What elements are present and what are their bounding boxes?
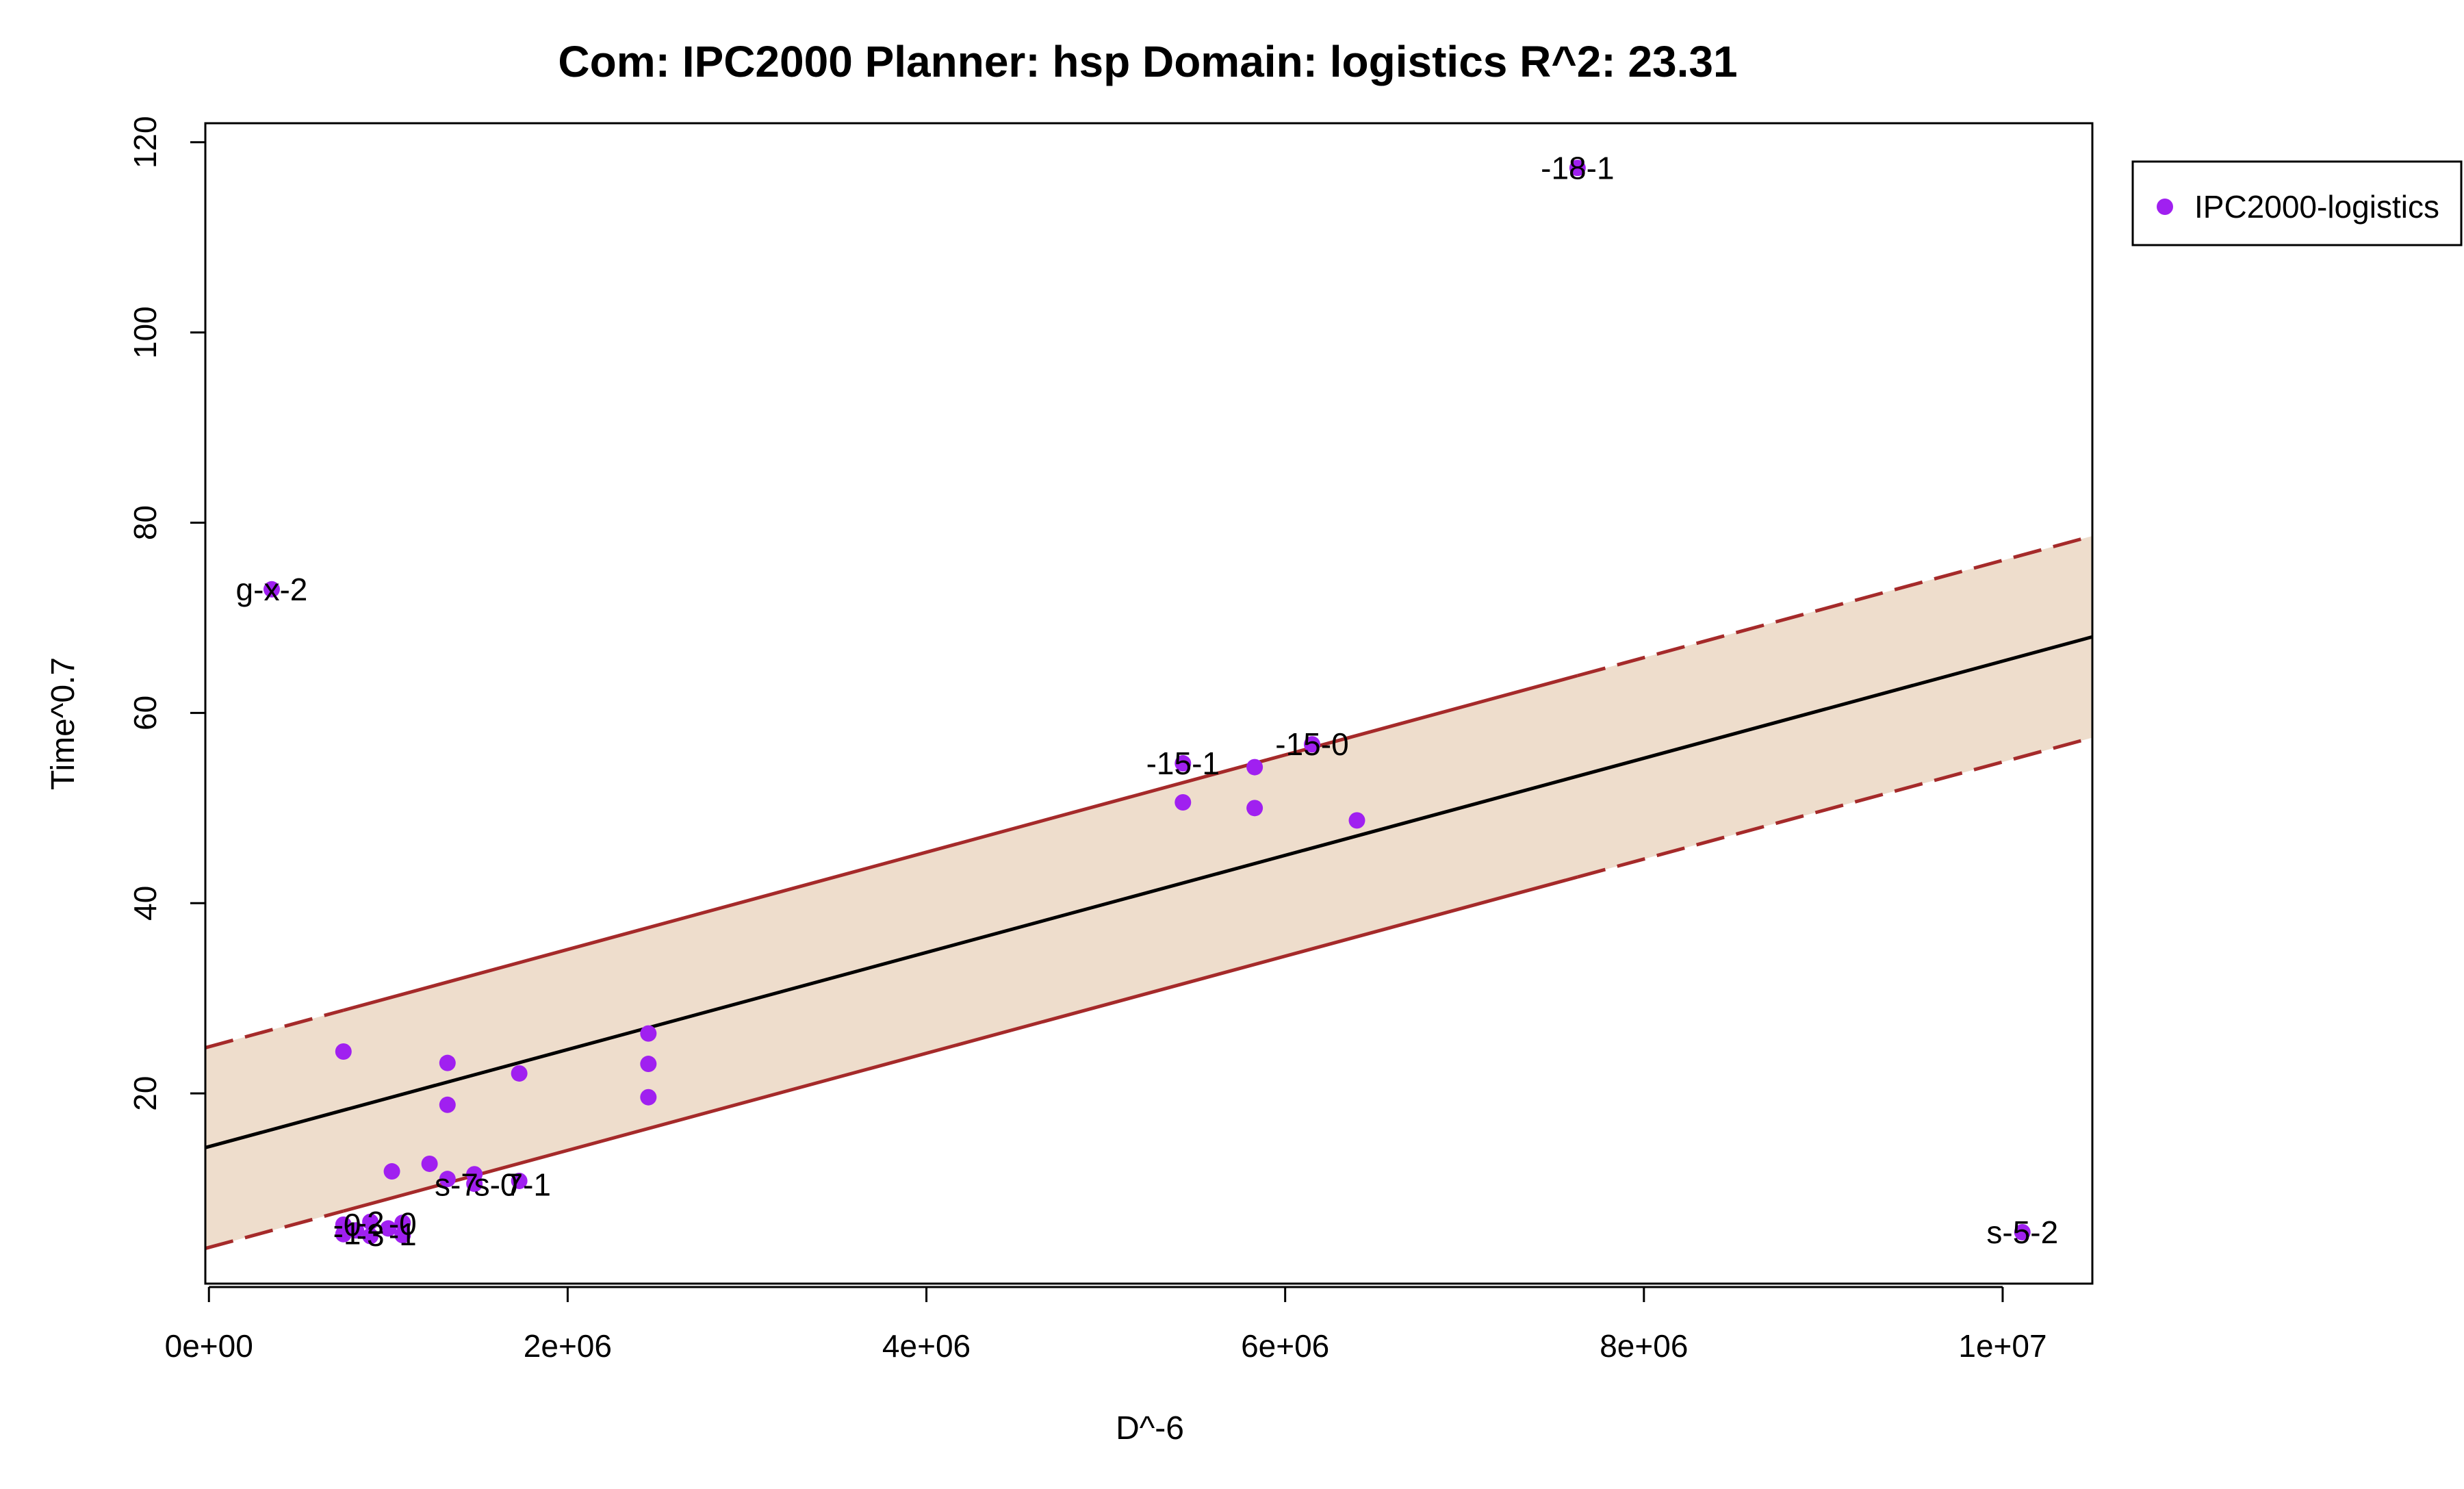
lower-band-segment-1	[343, 875, 1578, 1213]
chart-title: Com: IPC2000 Planner: hsp Domain: logist…	[558, 37, 1737, 86]
upper-band-segment-2	[1577, 534, 2093, 678]
legend-entry: IPC2000-logistics	[2194, 189, 2439, 225]
data-point	[383, 1163, 400, 1180]
data-point	[640, 1025, 657, 1042]
data-point	[380, 1220, 397, 1237]
lower-band-segment-2	[1577, 736, 2093, 879]
data-point	[511, 1065, 528, 1082]
data-point	[640, 1056, 657, 1073]
y-tick-label: 20	[127, 1076, 163, 1111]
data-point	[348, 1222, 365, 1239]
x-axis: 0e+00 2e+06 4e+06 6e+06 8e+06 1e+07	[165, 1286, 2047, 1364]
data-point	[2014, 1223, 2031, 1240]
y-tick-label: 100	[127, 306, 163, 359]
x-tick-label: 6e+06	[1241, 1328, 1329, 1364]
point-label: -1	[333, 1215, 361, 1251]
data-point	[439, 1171, 456, 1188]
data-point	[362, 1213, 379, 1230]
legend: IPC2000-logistics	[2131, 160, 2463, 246]
data-point	[1303, 736, 1320, 753]
point-label: 7-1	[505, 1167, 550, 1203]
data-points	[263, 160, 2031, 1245]
x-tick-label: 0e+00	[165, 1328, 253, 1364]
data-point	[439, 1054, 456, 1071]
point-label: -0	[389, 1206, 417, 1241]
data-point	[421, 1155, 438, 1172]
upper-band-segment-0	[205, 1008, 344, 1049]
point-label: -18-1	[1541, 150, 1614, 186]
data-point	[1246, 759, 1263, 776]
data-point	[1246, 800, 1263, 817]
y-axis-label: Time^0.7	[45, 657, 81, 790]
band-lower-edge	[205, 736, 2093, 1251]
data-point	[263, 581, 280, 598]
data-point	[1569, 160, 1586, 177]
y-tick-label: 40	[127, 886, 163, 921]
point-label: s-0	[474, 1167, 518, 1203]
y-tick-label: 60	[127, 696, 163, 730]
y-axis: 20 40 60 80 100 120	[127, 116, 207, 1111]
lower-band-segment-0	[205, 1209, 344, 1251]
legend-marker	[2157, 199, 2173, 215]
data-point	[439, 1096, 456, 1113]
data-point	[362, 1227, 379, 1245]
point-label: -0	[333, 1207, 361, 1243]
point-label: -15-1	[1146, 746, 1220, 781]
band-upper-edge	[205, 534, 2093, 1049]
point-label: s-5-2	[1986, 1214, 2058, 1250]
data-point	[394, 1214, 411, 1232]
point-label: -3	[357, 1217, 385, 1253]
x-tick-label: 4e+06	[882, 1328, 971, 1364]
point-label: g-x-2	[236, 572, 308, 607]
data-point	[466, 1175, 483, 1193]
data-point	[511, 1172, 528, 1189]
regression-line	[205, 635, 2093, 1149]
data-point	[335, 1225, 352, 1243]
point-label: -2	[357, 1205, 385, 1240]
y-tick-label: 80	[127, 505, 163, 540]
data-point	[335, 1043, 352, 1060]
point-labels: g-x-2-18-1-15-1-15-0s-5-2s-7s-07-1-0-1-2…	[236, 150, 2059, 1253]
x-tick-label: 2e+06	[524, 1328, 612, 1364]
legend-box	[2131, 160, 2463, 246]
point-label: -1	[389, 1217, 417, 1252]
data-point	[1175, 793, 1192, 811]
point-label: -15-0	[1275, 726, 1348, 762]
x-tick-label: 8e+06	[1600, 1328, 1688, 1364]
upper-band-segment-1	[343, 674, 1578, 1013]
data-point	[640, 1089, 657, 1106]
data-point	[1348, 812, 1365, 829]
data-point	[1175, 755, 1192, 772]
point-label: s-7	[435, 1167, 478, 1203]
data-point	[394, 1227, 411, 1244]
y-tick-label: 120	[127, 116, 163, 168]
x-tick-label: 1e+07	[1958, 1328, 2046, 1364]
x-axis-label: D^-6	[1116, 1410, 1184, 1447]
